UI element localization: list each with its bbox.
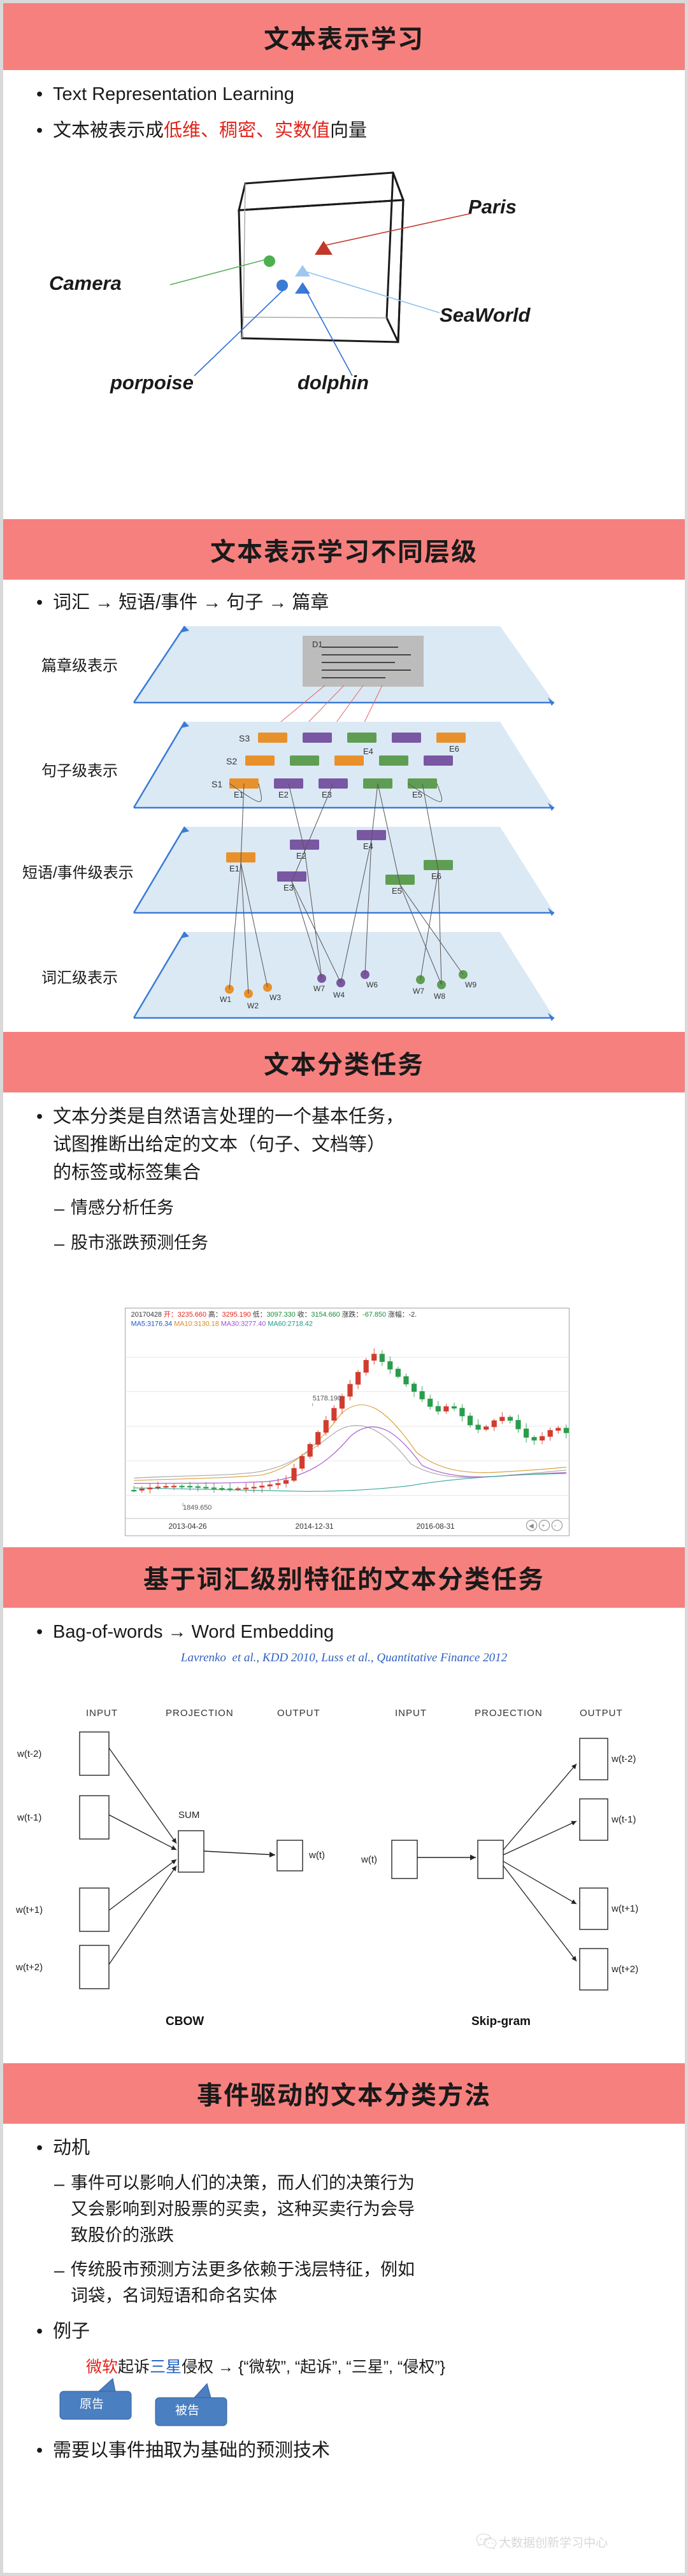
svg-text:PROJECTION: PROJECTION [166, 1708, 234, 1719]
svg-text:INPUT: INPUT [395, 1708, 427, 1719]
svg-text:MA5:3176.34 MA10:3130.18 MA30:: MA5:3176.34 MA10:3130.18 MA30:3277.40 MA… [131, 1320, 313, 1327]
svg-text:E4: E4 [363, 841, 373, 851]
svg-text:Paris: Paris [468, 196, 517, 218]
svg-text:E5: E5 [412, 790, 422, 799]
svg-text:+: + [541, 1522, 545, 1529]
svg-text:E1: E1 [234, 790, 244, 799]
svg-text:w(t-1): w(t-1) [611, 1814, 636, 1825]
svg-text:w(t+1): w(t+1) [15, 1905, 43, 1915]
svg-text:W3: W3 [269, 993, 281, 1002]
svg-text:W8: W8 [434, 992, 445, 1001]
svg-text:◀: ◀ [529, 1522, 534, 1529]
svg-text:-: - [554, 1522, 556, 1529]
svg-text:句子级表示: 句子级表示 [41, 762, 118, 780]
svg-text:原告: 原告 [80, 2397, 104, 2411]
svg-text:W7: W7 [313, 984, 325, 993]
svg-text:Camera: Camera [49, 272, 122, 294]
svg-text:W9: W9 [465, 980, 477, 989]
svg-text:S3: S3 [239, 733, 250, 743]
svg-text:porpoise: porpoise [110, 371, 194, 394]
svg-text:5178.190: 5178.190 [313, 1394, 341, 1402]
svg-text:SeaWorld: SeaWorld [440, 304, 531, 326]
svg-text:w(t+1): w(t+1) [611, 1903, 638, 1914]
svg-text:w(t-2): w(t-2) [611, 1754, 636, 1764]
svg-text:dolphin: dolphin [297, 371, 369, 394]
svg-text:20170428 开：3235.660 高：3295.190: 20170428 开：3235.660 高：3295.190 低：3097.33… [131, 1310, 417, 1319]
svg-text:w(t): w(t) [361, 1854, 377, 1865]
svg-text:w(t+2): w(t+2) [15, 1962, 43, 1973]
svg-text:E4: E4 [363, 747, 373, 756]
svg-text:D1: D1 [312, 640, 323, 649]
svg-text:w(t-1): w(t-1) [17, 1812, 41, 1823]
svg-text:E2: E2 [278, 790, 289, 799]
svg-text:INPUT: INPUT [86, 1708, 118, 1719]
svg-text:篇章级表示: 篇章级表示 [41, 657, 118, 675]
svg-text:1849.650: 1849.650 [183, 1504, 211, 1512]
svg-text:OUTPUT: OUTPUT [580, 1708, 623, 1719]
svg-text:E1: E1 [229, 864, 240, 873]
svg-text:E6: E6 [431, 871, 441, 881]
svg-text:E6: E6 [449, 744, 459, 754]
svg-text:2016-08-31: 2016-08-31 [417, 1522, 455, 1531]
svg-text:W1: W1 [220, 995, 231, 1004]
svg-text:W2: W2 [247, 1001, 259, 1010]
svg-text:被告: 被告 [175, 2403, 199, 2417]
svg-text:2014-12-31: 2014-12-31 [296, 1522, 334, 1531]
svg-text:E3: E3 [283, 883, 294, 892]
svg-text:w(t-2): w(t-2) [17, 1749, 41, 1759]
svg-text:w(t): w(t) [308, 1850, 325, 1861]
svg-text:SUM: SUM [178, 1810, 199, 1821]
svg-text:W4: W4 [333, 991, 345, 999]
svg-text:词汇级表示: 词汇级表示 [41, 970, 118, 987]
svg-text:CBOW: CBOW [166, 2015, 204, 2028]
svg-text:W6: W6 [366, 980, 378, 989]
svg-text:S2: S2 [226, 756, 237, 766]
svg-text:OUTPUT: OUTPUT [277, 1708, 320, 1719]
svg-text:Skip-gram: Skip-gram [471, 2015, 531, 2028]
svg-text:2013-04-26: 2013-04-26 [168, 1522, 207, 1531]
svg-text:微软起诉三星侵权 → {“微软”, “起诉”, “三星”,: 微软起诉三星侵权 → {“微软”, “起诉”, “三星”, “侵权”} [86, 2358, 445, 2376]
svg-text:E5: E5 [392, 886, 402, 896]
svg-text:W7: W7 [413, 987, 424, 996]
svg-text:PROJECTION: PROJECTION [475, 1708, 543, 1719]
svg-text:S1: S1 [211, 779, 222, 789]
svg-text:w(t+2): w(t+2) [611, 1964, 638, 1975]
svg-text:短语/事件级表示: 短语/事件级表示 [22, 864, 134, 882]
